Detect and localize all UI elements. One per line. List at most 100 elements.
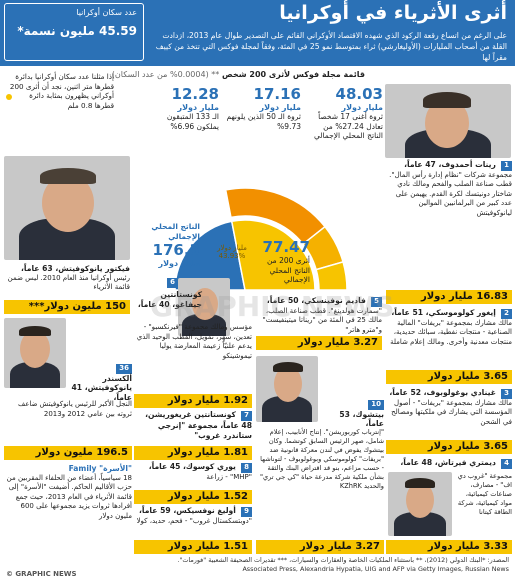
top200-value: 77.47 (262, 238, 310, 256)
top200-arc (230, 219, 316, 291)
firtash-name: ديمتري فيرتاش، 48 عاماً، (400, 458, 496, 467)
group-2-value: 17.16 (253, 85, 301, 103)
kolomoisky-name: إيغور كولوموسكي، 51 عاماً، (391, 308, 496, 317)
photo-firtash (388, 472, 452, 536)
kosiuk-name: يوري كوسوك، 45 عاماً، (148, 462, 236, 471)
grigorishin-rank: 7 (241, 411, 252, 421)
gdp-label-block: الناتج المحلي الإجمالي 176.3 مليار دولار (140, 222, 200, 268)
card-pinchuk-head: 10 بيتشوك، 53 عاماً، (320, 400, 384, 429)
top200-label-block: 77.47 أثرى 200 من الناتج المحلي الإجمالي (250, 238, 310, 285)
card-oleksandr: 36 ألكسندر يانوكوفيتش، 41 عاماً، (68, 364, 132, 402)
zhevago-text: مؤسس ومالك مجموعة "فيرنكسبو" - تعدين، سه… (136, 323, 252, 360)
card-firtash: 4 ديمتري فيرتاش، 48 عاماً، (386, 458, 512, 469)
photo-oleksandr-yanukovych (4, 318, 66, 388)
zhevago-money: 1.92 مليار دولار (134, 394, 252, 408)
card-family: "الأسرة" Family 18 سياسياً، أعضاء من الح… (4, 464, 132, 522)
akhmetov-text: مجموعة شركات "نظام إدارة رأس المال". قطب… (389, 170, 512, 217)
group-3-value: 12.28 (171, 85, 219, 103)
akhmetov-money: 16.83 مليار دولار (386, 290, 512, 304)
scale-note-text: إذا مثلنا عدد سكان أوكرانيا بدائرة قطرها… (9, 72, 114, 110)
grigorishin-name: كونستانتين غريغوريشن، 48 عاماً، مجموعة "… (145, 410, 252, 441)
bogolyubov-name: غينادي بوغولوبوف، 52 عاماً، (389, 388, 496, 397)
oleksandr-money: 196.5 مليون دولار (4, 446, 132, 460)
photo-akhmetov (385, 84, 511, 158)
novinsky-o-rank: 9 (241, 507, 252, 517)
card-kolomoisky: 2 إيغور كولوموسكي، 51 عاماً، مالك مشارك … (386, 308, 512, 347)
card-bogolyubov: 3 غينادي بوغولوبوف، 52 عاماً، مالك مشارك… (386, 388, 512, 427)
gdp-label: الناتج المحلي الإجمالي (151, 222, 200, 241)
chart-heading-note: ** (0.0004% من عدد السكان) (111, 70, 220, 79)
novinsky-v-rank: 5 (371, 297, 382, 307)
pinchuk-money: 3.27 مليار دولار (256, 540, 384, 554)
gdp-unit: مليار دولار (158, 259, 200, 268)
bogolyubov-money: 3.65 مليار دولار (386, 440, 512, 454)
viktor-money: 150 مليون دولار*** (4, 300, 130, 314)
page-subtitle: على الرغم من اتساع رقعة الركود الذي شهده… (155, 31, 507, 62)
kosiuk-money: 1.52 مليار دولار (134, 490, 252, 504)
scale-dot-icon (6, 94, 12, 100)
oleksandr-name: ألكسندر يانوكوفيتش، 41 عاماً، (71, 373, 132, 402)
header-bar: أثرى الأثرياء في أوكرانيا على الرغم من ا… (0, 0, 515, 66)
photo-viktor-yanukovych (4, 156, 130, 260)
chart-heading: قائمة مجلة فوكس لأثرى 200 شخص ** (0.0004… (75, 70, 365, 79)
zhevago-block: كونستانتين جيفاغو، 40 عاماً، مؤسس ومالك … (134, 290, 252, 362)
zhevago-rank: 6 (167, 278, 178, 288)
bogolyubov-rank: 3 (501, 389, 512, 399)
photo-pinchuk (256, 356, 318, 422)
family-name: "الأسرة" Family (68, 464, 132, 473)
firtash-money: 3.33 مليار دولار (386, 540, 512, 554)
novinsky-v-money: 3.27 مليار دولار (256, 336, 382, 350)
group-2-unit: مليار دولار (259, 103, 301, 112)
novinsky-o-text: "دوبتسكستال غروب" - فحم، حديد، كولا (136, 516, 252, 525)
top200-unit: مليار دولار (217, 244, 247, 252)
card-kosiuk: 8 يوري كوسوك، 45 عاماً، "MHP" - زراعة (134, 462, 252, 482)
pinchuk-name: بيتشوك، 53 عاماً، (339, 409, 384, 429)
group-1-value: 48.03 (335, 85, 383, 103)
kolomoisky-text: مالك مشارك بمجموعة "بريفات" المالية الصن… (390, 318, 512, 346)
viktor-name: فيكتور يانوكوفيتش، 63 عاماً، (21, 264, 130, 273)
bogolyubov-text: مالك مشارك بمجموعة "بريفات" - أصول المؤس… (391, 398, 512, 426)
top200-inner: مليار دولار 43.93% (207, 244, 257, 260)
firtash-rank: 4 (501, 459, 512, 469)
group-2-text: ثروة الـ 50 الذين يلونهم 9.73% (226, 112, 301, 131)
kolomoisky-rank: 2 (501, 309, 512, 319)
card-akhmetov: 1 رينات أحمدوف، 47 عاماً، مجموعة شركات "… (386, 160, 512, 219)
novinsky-o-money: 1.51 مليار دولار (134, 540, 252, 554)
footer-source: المصدر: *البنك الدولي (2012)، ** باستثنا… (89, 556, 509, 573)
akhmetov-name: رينات أحمدوف، 47 عاماً، (404, 160, 496, 169)
group-1-unit: مليار دولار (341, 103, 383, 112)
photo-zhevago (178, 278, 230, 336)
card-viktor: فيكتور يانوكوفيتش، 63 عاماً، رئيس أوكران… (4, 264, 130, 293)
novinsky-v-name: فاديم نوفينسكي، 50 عاماً، (266, 296, 366, 305)
novinsky-o-name: أوليغ نوفسيكس، 59 عاماً، (138, 506, 236, 515)
group-stat-1: 48.03 مليار دولار ثروة أغنى 17 شخصاً تعا… (307, 84, 383, 141)
novinsky-v-text: "سمارت هولدينغ". قطب صناعة الصلب، مالك 2… (262, 306, 382, 334)
group-arc-3 (315, 260, 348, 291)
group-1-text: ثروة أغنى 17 شخصاً تعادل 27.24% من النات… (313, 112, 383, 140)
population-label: عدد سكان أوكرانيا (76, 8, 137, 17)
group-stat-3: 12.28 مليار دولار الـ 133 المتبقون يملكو… (143, 84, 219, 131)
watermark: GRAPHIC NEWS (150, 290, 395, 323)
pinchuk-text: "إنترباب كوربوريشن". إنتاج الأنابيب، إعل… (259, 428, 384, 490)
card-novinsky-v: 5 فاديم نوفينسكي، 50 عاماً، "سمارت هولدي… (256, 296, 382, 335)
card-grigorishin: 7 كونستانتين غريغوريشن، 48 عاماً، مجموعة… (134, 410, 252, 442)
top200-text: أثرى 200 من الناتج المحلي الإجمالي (266, 256, 310, 284)
top200-share: 43.93% (218, 252, 246, 260)
graphic-news-logo: © GRAPHIC NEWS (6, 570, 77, 578)
firtash-text: مجموعة "غروب دي اف" - مصارف، صناعات كيمي… (457, 472, 512, 516)
population-value: 45.59 مليون نسمة* (17, 24, 137, 38)
page-title: أثرى الأثرياء في أوكرانيا (279, 2, 507, 24)
pinchuk-rank: 10 (368, 400, 384, 410)
chart-heading-main: قائمة مجلة فوكس لأثرى 200 شخص (222, 70, 365, 79)
akhmetov-rank: 1 (501, 161, 512, 171)
card-zhevago: 6 (134, 278, 178, 288)
group-stat-2: 17.16 مليار دولار ثروة الـ 50 الذين يلون… (225, 84, 301, 131)
kolomoisky-money: 3.65 مليار دولار (386, 370, 512, 384)
group-3-unit: مليار دولار (177, 103, 219, 112)
footer-credits: Associated Press, Alexandria Hypatia, UI… (242, 564, 509, 573)
zhevago-name: كونستانتين جيفاغو، 40 عاماً، (137, 290, 202, 309)
card-novinsky-o: 9 أوليغ نوفسيكس، 59 عاماً، "دوبتسكستال غ… (134, 506, 252, 526)
grigorishin-money: 1.81 مليار دولار (134, 446, 252, 460)
scale-note: إذا مثلنا عدد سكان أوكرانيا بدائرة قطرها… (8, 72, 114, 110)
oleksandr-text: النجل الأكبر للرئيس يانوكوفيتش ضاعف ثروت… (17, 400, 132, 418)
